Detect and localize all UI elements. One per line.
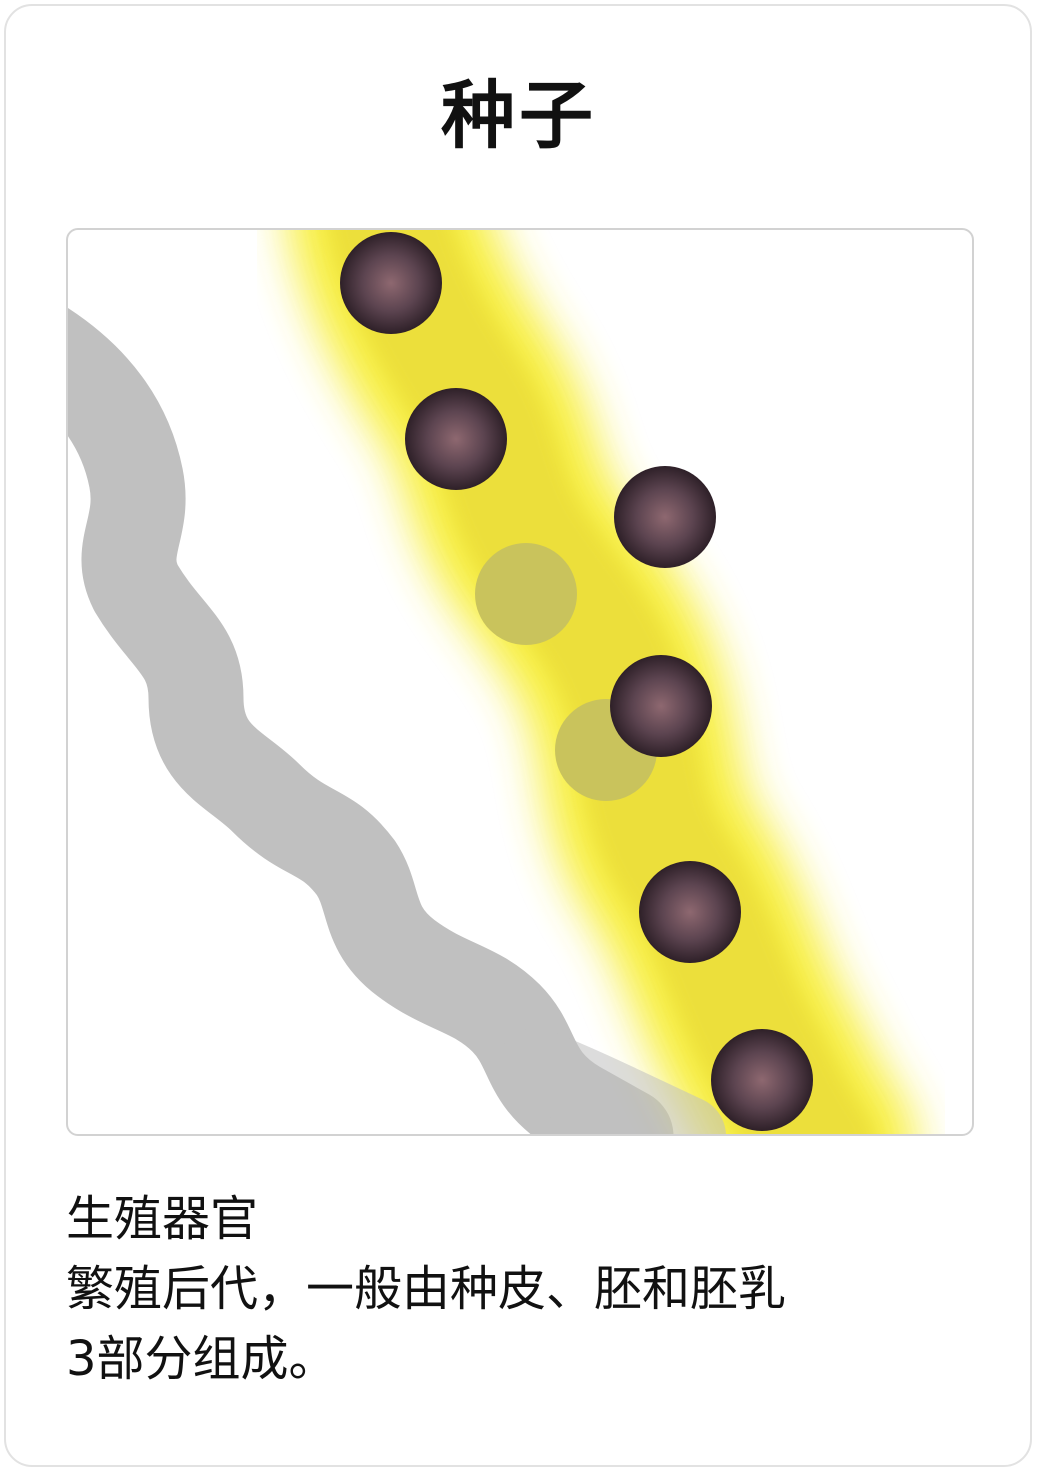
seed xyxy=(711,1029,813,1131)
card-description: 生殖器官 繁殖后代，一般由种皮、胚和胚乳 3部分组成。 xyxy=(66,1184,986,1394)
description-line-text: 3部分组成。 xyxy=(66,1331,337,1387)
seed xyxy=(610,655,712,757)
empty-seed-slot xyxy=(475,543,577,645)
branch-tip-overlap xyxy=(496,1028,726,1134)
seed-pod-drawing xyxy=(68,230,916,1134)
seed xyxy=(340,232,442,334)
seed xyxy=(639,861,741,963)
branch-stem xyxy=(68,290,674,1134)
description-line-text: 繁殖后代，一般由种皮、胚和胚乳 xyxy=(66,1261,787,1317)
description-line-category: 生殖器官 xyxy=(66,1191,259,1247)
seed-illustration xyxy=(66,228,974,1136)
seed xyxy=(614,466,716,568)
seed xyxy=(405,388,507,490)
card-title: 种子 xyxy=(441,73,597,159)
